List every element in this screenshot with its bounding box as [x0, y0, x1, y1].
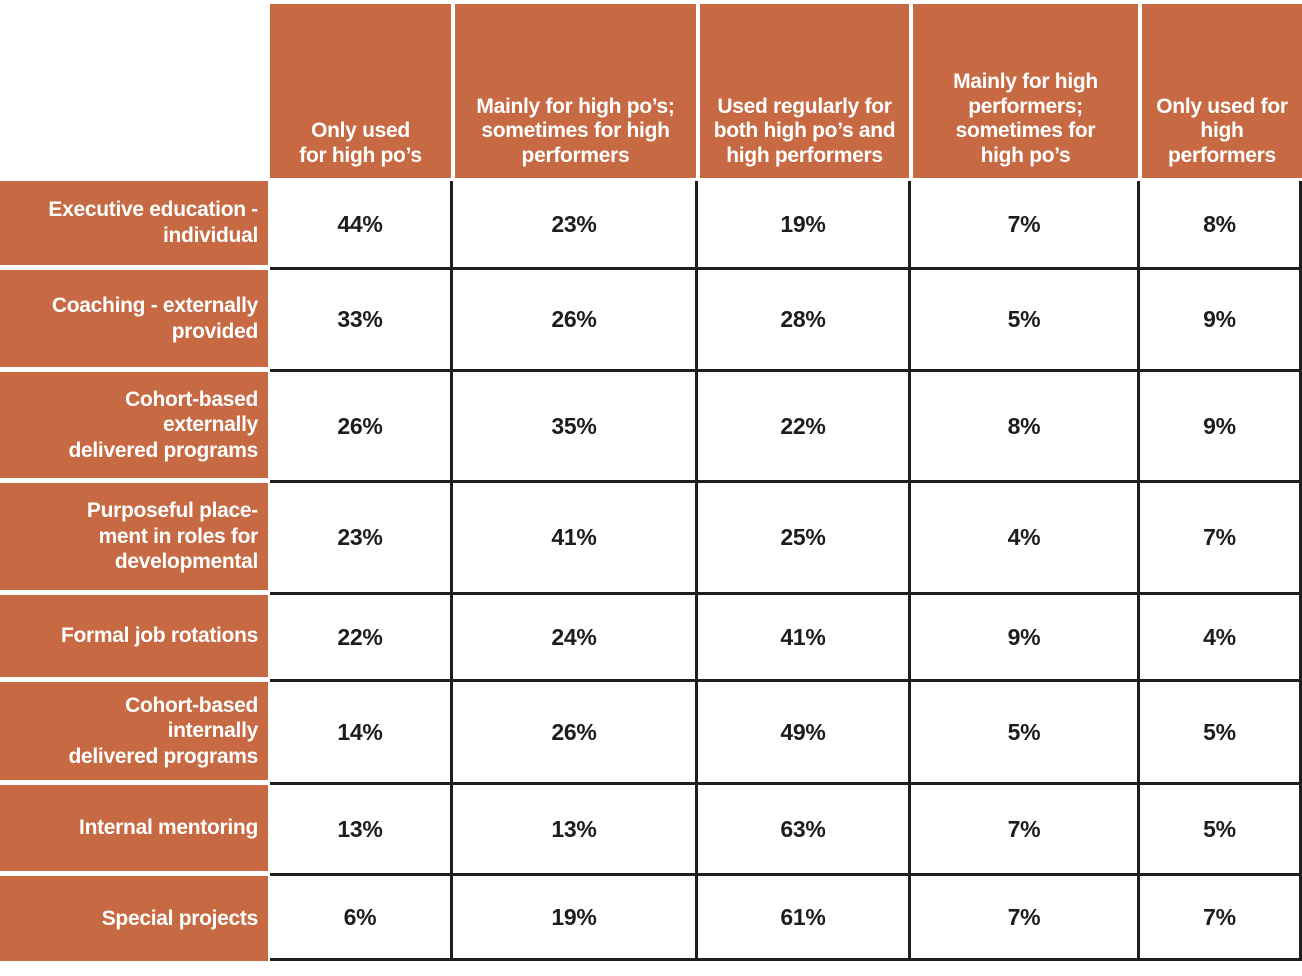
data-cell-r6c2: 26%: [453, 682, 698, 785]
data-cell-r5c5: 4%: [1140, 595, 1302, 682]
data-cell-r7c2: 13%: [453, 785, 698, 876]
data-cell-r8c3: 61%: [698, 876, 911, 961]
corner-cell: [0, 4, 270, 181]
column-header-only-high-performers: Only used for high performers: [1140, 4, 1302, 181]
column-header-label: Used regularly for both high po’s and hi…: [700, 4, 909, 178]
row-header-formal-job-rotations: Formal job rotations: [0, 595, 270, 682]
data-cell-r1c1: 44%: [270, 181, 453, 270]
data-cell-r6c5: 5%: [1140, 682, 1302, 785]
row-header-label: Cohort-based externally delivered progra…: [0, 372, 268, 478]
data-cell-r8c1: 6%: [270, 876, 453, 961]
column-header-label: Only used for high performers: [1142, 4, 1302, 178]
row-header-internal-mentoring: Internal mentoring: [0, 785, 270, 876]
data-cell-r3c5: 9%: [1140, 372, 1302, 483]
column-header-used-regularly-both: Used regularly for both high po’s and hi…: [698, 4, 911, 181]
row-header-label: Cohort-based internally delivered progra…: [0, 682, 268, 780]
data-cell-r2c5: 9%: [1140, 270, 1302, 372]
data-cell-r7c3: 63%: [698, 785, 911, 876]
row-header-coaching-external: Coaching - externally provided: [0, 270, 270, 372]
column-header-label: Mainly for high performers; sometimes fo…: [913, 4, 1138, 178]
column-header-mainly-high-performers: Mainly for high performers; sometimes fo…: [911, 4, 1140, 181]
data-cell-r5c3: 41%: [698, 595, 911, 682]
data-cell-r6c4: 5%: [911, 682, 1140, 785]
row-header-special-projects: Special projects: [0, 876, 270, 961]
data-cell-r7c4: 7%: [911, 785, 1140, 876]
column-header-label: Only used for high po’s: [270, 4, 451, 178]
row-header-purposeful-placement: Purposeful place- ment in roles for deve…: [0, 483, 270, 595]
row-header-executive-education: Executive education - individual: [0, 181, 270, 270]
row-header-label: Formal job rotations: [0, 595, 268, 677]
data-cell-r8c5: 7%: [1140, 876, 1302, 961]
data-cell-r2c2: 26%: [453, 270, 698, 372]
data-cell-r3c2: 35%: [453, 372, 698, 483]
data-cell-r1c4: 7%: [911, 181, 1140, 270]
data-cell-r3c4: 8%: [911, 372, 1140, 483]
column-header-only-high-pos: Only used for high po’s: [270, 4, 453, 181]
row-header-label: Executive education - individual: [0, 181, 268, 265]
data-cell-r4c5: 7%: [1140, 483, 1302, 595]
row-header-label: Purposeful place- ment in roles for deve…: [0, 483, 268, 590]
row-header-label: Internal mentoring: [0, 785, 268, 871]
row-header-label: Coaching - externally provided: [0, 270, 268, 367]
data-cell-r5c1: 22%: [270, 595, 453, 682]
data-cell-r4c2: 41%: [453, 483, 698, 595]
column-header-mainly-high-pos: Mainly for high po’s; sometimes for high…: [453, 4, 698, 181]
data-cell-r5c2: 24%: [453, 595, 698, 682]
data-cell-r1c2: 23%: [453, 181, 698, 270]
data-cell-r7c5: 5%: [1140, 785, 1302, 876]
row-header-label: Special projects: [0, 876, 268, 961]
column-header-label: Mainly for high po’s; sometimes for high…: [455, 4, 696, 178]
data-cell-r4c3: 25%: [698, 483, 911, 595]
data-cell-r4c4: 4%: [911, 483, 1140, 595]
data-cell-r8c2: 19%: [453, 876, 698, 961]
data-cell-r6c1: 14%: [270, 682, 453, 785]
data-cell-r3c1: 26%: [270, 372, 453, 483]
data-cell-r6c3: 49%: [698, 682, 911, 785]
data-cell-r1c5: 8%: [1140, 181, 1302, 270]
data-cell-r4c1: 23%: [270, 483, 453, 595]
data-cell-r2c3: 28%: [698, 270, 911, 372]
data-cell-r2c4: 5%: [911, 270, 1140, 372]
row-header-cohort-external: Cohort-based externally delivered progra…: [0, 372, 270, 483]
data-cell-r7c1: 13%: [270, 785, 453, 876]
data-cell-r3c3: 22%: [698, 372, 911, 483]
data-cell-r1c3: 19%: [698, 181, 911, 270]
data-cell-r8c4: 7%: [911, 876, 1140, 961]
data-cell-r5c4: 9%: [911, 595, 1140, 682]
data-cell-r2c1: 33%: [270, 270, 453, 372]
row-header-cohort-internal: Cohort-based internally delivered progra…: [0, 682, 270, 785]
